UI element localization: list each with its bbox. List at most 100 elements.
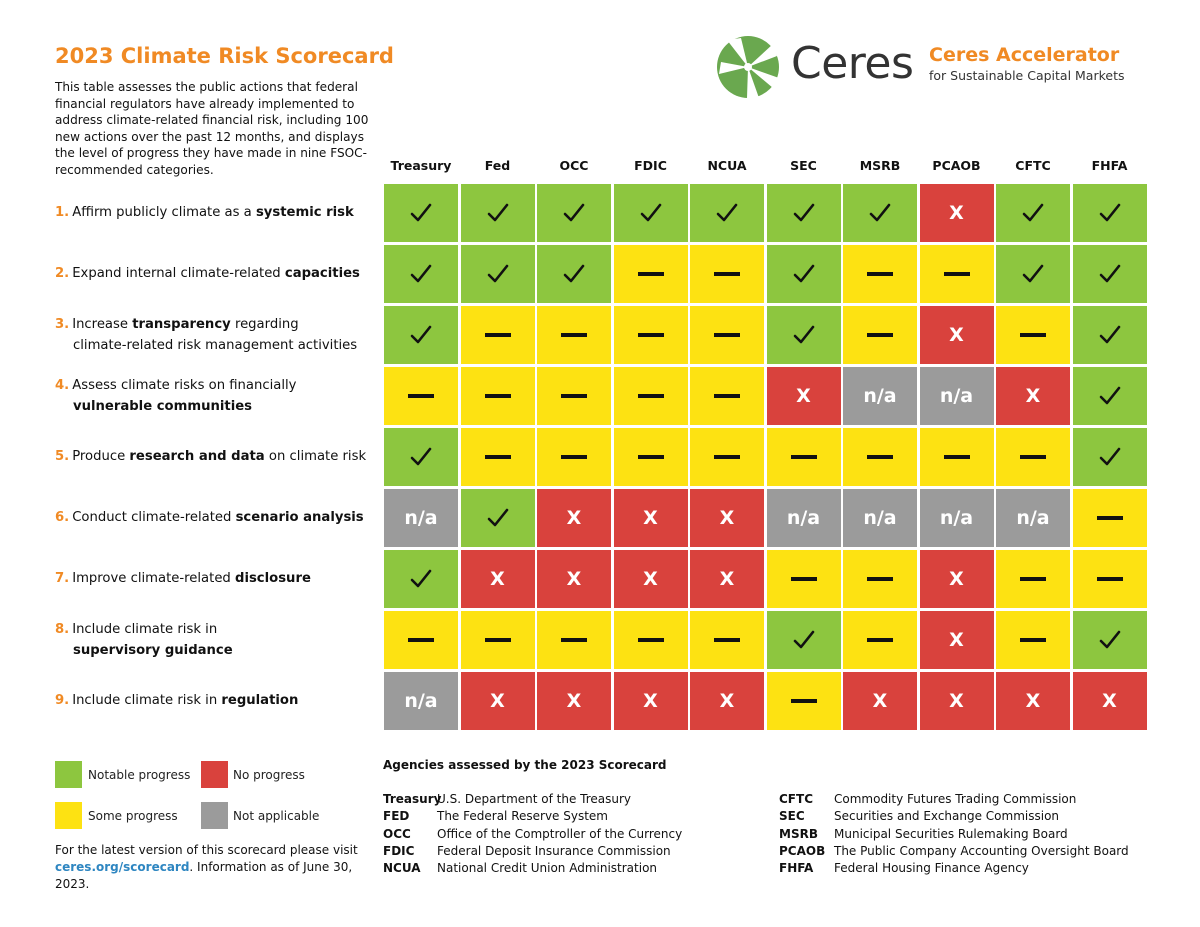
agency-abbr: CFTC	[779, 792, 813, 806]
score-cell-some	[383, 610, 459, 670]
dash-icon	[484, 638, 511, 642]
row-label-emphasis: scenario analysis	[235, 510, 364, 525]
score-cell-some	[1071, 549, 1148, 609]
score-cell-some	[1071, 488, 1148, 548]
score-cell-some	[459, 366, 536, 426]
check-icon	[410, 264, 432, 283]
score-cell-notable	[995, 183, 1071, 243]
dash-icon	[943, 455, 970, 459]
agency-item: FDIC Federal Deposit Insurance Commission	[383, 843, 671, 860]
row-number: 3.	[55, 317, 70, 332]
score-cell-some	[459, 305, 536, 365]
score-cell-notable	[383, 244, 459, 304]
row-label-emphasis: systemic risk	[255, 205, 354, 220]
score-cell-no: X	[918, 671, 995, 731]
dash-icon	[561, 638, 587, 642]
agency-name: Federal Deposit Insurance Commission	[437, 843, 671, 858]
agency-item: TreasuryU.S. Department of the Treasury	[383, 791, 631, 808]
score-cell-notable	[995, 244, 1071, 304]
score-cell-notable	[1071, 610, 1148, 670]
x-mark: X	[796, 385, 811, 407]
x-mark: X	[566, 507, 582, 529]
row-number: 9.	[55, 693, 70, 708]
dash-icon	[484, 394, 511, 398]
score-cell-no: X	[918, 183, 995, 243]
check-icon	[869, 203, 891, 222]
score-cell-na: n/a	[918, 366, 995, 426]
score-cell-some	[612, 244, 689, 304]
x-mark: X	[566, 690, 582, 712]
score-cell-some	[689, 366, 765, 426]
legend-swatch-no	[201, 761, 228, 788]
row-label-emphasis: regulation	[221, 693, 299, 708]
check-icon	[793, 264, 814, 283]
score-cell-no: X	[689, 549, 765, 609]
row-label-emphasis: vulnerable communities	[73, 399, 253, 414]
row-number: 6.	[55, 510, 70, 525]
score-cell-notable	[536, 244, 612, 304]
column-header-fdic: FDIC	[634, 158, 667, 173]
score-cell-notable	[842, 183, 918, 243]
column-header-fhfa: FHFA	[1091, 158, 1128, 173]
check-icon	[716, 203, 738, 222]
row-label-2: 2. Expand internal climate-related capaci…	[55, 263, 360, 284]
score-cell-no: X	[995, 366, 1071, 426]
dash-icon	[714, 394, 740, 398]
x-mark: X	[1025, 690, 1041, 712]
check-icon	[793, 630, 814, 649]
dash-icon	[408, 638, 434, 642]
column-header-msrb: MSRB	[859, 158, 901, 173]
dash-icon	[867, 455, 893, 459]
x-mark: X	[949, 568, 964, 590]
scorecard-link[interactable]: ceres.org/scorecard	[55, 860, 190, 874]
dash-icon	[1020, 577, 1046, 581]
score-cell-notable	[1071, 305, 1148, 365]
score-cell-notable	[765, 305, 842, 365]
score-cell-notable	[459, 244, 536, 304]
score-cell-notable	[383, 305, 459, 365]
na-mark: n/a	[1016, 507, 1050, 529]
x-mark: X	[1102, 690, 1117, 712]
check-icon	[1022, 264, 1044, 283]
dash-icon	[408, 394, 434, 398]
row-number: 4.	[55, 378, 70, 393]
score-cell-some	[765, 671, 842, 731]
agency-name: U.S. Department of the Treasury	[437, 792, 632, 806]
score-cell-some	[383, 366, 459, 426]
score-cell-na: n/a	[383, 671, 459, 731]
row-label-continuation: climate-related risk management activiti…	[55, 338, 357, 353]
check-icon	[487, 264, 508, 283]
agency-name: Municipal Securities Rulemaking Board	[834, 826, 1068, 841]
score-cell-some	[459, 610, 536, 670]
check-icon	[793, 203, 814, 222]
score-cell-no: X	[995, 671, 1071, 731]
check-icon	[410, 569, 432, 588]
footer-text: For the latest version of this scorecard…	[55, 843, 358, 857]
agency-name: Office of the Comptroller of the Currenc…	[437, 826, 683, 841]
na-mark: n/a	[786, 507, 821, 529]
ceres-logo-wordmark: Ceres	[791, 38, 914, 89]
agency-abbr: SEC	[779, 809, 805, 824]
row-label-emphasis: transparency	[132, 317, 231, 332]
x-mark: X	[1025, 385, 1041, 407]
row-label-text: climate-related risk management activiti…	[73, 338, 358, 353]
dash-icon	[867, 638, 893, 642]
score-cell-notable	[765, 610, 842, 670]
score-cell-some	[765, 427, 842, 487]
row-number: 1.	[55, 205, 70, 220]
score-cell-some	[995, 610, 1071, 670]
row-label-9: 9. Include climate risk in regulation	[55, 690, 298, 711]
x-mark: X	[490, 690, 505, 712]
row-label-8: 8. Include climate risk in supervisory gui…	[55, 619, 233, 661]
check-icon	[563, 264, 585, 283]
check-icon	[410, 203, 432, 222]
row-label-5: 5. Produce research and data on climate r…	[55, 446, 366, 467]
check-icon	[410, 447, 432, 466]
row-label-emphasis: research and data	[129, 449, 265, 464]
score-cell-no: X	[536, 671, 612, 731]
column-header-ncua: NCUA	[707, 158, 747, 173]
dash-icon	[637, 272, 664, 276]
agency-item: NCUA National Credit Union Administration	[383, 860, 657, 877]
legend-label-notable: Notable progress	[88, 768, 191, 782]
row-label-text: Expand internal climate-related	[72, 266, 285, 281]
